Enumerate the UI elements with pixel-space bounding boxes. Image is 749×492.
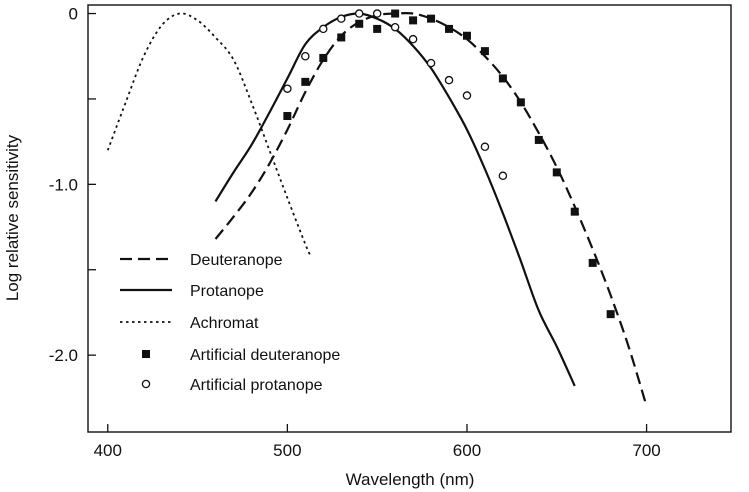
point-artificial-protanope [498,171,508,181]
legend: Deuteranope Protanope Achromat Artificia… [120,252,340,394]
point-artificial-protanope [408,34,418,44]
x-tick-label: 400 [94,441,122,460]
series-line-protanope [214,12,576,387]
legend-item-artificial-protanope: Artificial protanope [141,377,323,394]
point-artificial-deuteranope [301,77,310,86]
x-ticks: 400 500 600 700 [94,424,661,460]
x-tick-label: 600 [453,441,481,460]
point-artificial-deuteranope [516,98,525,107]
x-tick-label: 500 [273,441,301,460]
legend-swatch-filled-square [142,350,150,358]
point-artificial-deuteranope [498,74,507,83]
legend-label-achromat: Achromat [190,315,259,332]
point-artificial-deuteranope [427,14,436,23]
point-artificial-deuteranope [462,31,471,40]
point-artificial-deuteranope [409,16,418,25]
legend-item-protanope: Protanope [120,283,264,300]
point-artificial-deuteranope [534,135,543,144]
legend-label-protanope: Protanope [190,283,264,300]
legend-item-artificial-deuteranope: Artificial deuteranope [142,347,340,364]
point-artificial-protanope [354,9,364,18]
point-artificial-protanope [480,142,490,152]
y-tick-label: -1.0 [49,175,78,194]
legend-label-artificial-protanope: Artificial protanope [190,377,323,394]
point-artificial-deuteranope [283,112,292,121]
plot-area: 400 500 600 700 0 -1.0 -2.0 [49,4,732,460]
y-tick-label: -2.0 [49,346,78,365]
point-artificial-deuteranope [337,33,346,42]
point-artificial-protanope [462,91,472,100]
point-artificial-deuteranope [373,24,382,33]
point-artificial-deuteranope [355,19,364,28]
series-line-deuteranope [214,11,648,407]
point-artificial-deuteranope [552,168,561,177]
y-axis-title: Log relative sensitivity [3,134,22,301]
point-artificial-deuteranope [445,24,454,33]
point-artificial-protanope [390,22,400,32]
point-artificial-deuteranope [606,310,615,319]
x-tick-label: 700 [632,441,660,460]
series-layer [106,9,648,407]
legend-item-achromat: Achromat [120,315,259,332]
point-artificial-protanope [444,75,454,85]
legend-swatch-open-circle [141,379,151,389]
point-artificial-deuteranope [570,207,579,216]
x-axis-title: Wavelength (nm) [346,470,475,489]
series-line-achromat [106,12,312,257]
point-artificial-protanope [336,14,346,23]
legend-label-artificial-deuteranope: Artificial deuteranope [190,347,340,364]
point-artificial-protanope [319,24,328,34]
point-artificial-protanope [426,58,436,68]
point-artificial-protanope [301,51,310,61]
point-artificial-deuteranope [391,9,400,18]
point-artificial-protanope [372,9,382,18]
point-artificial-deuteranope [480,47,489,56]
point-artificial-protanope [283,84,292,93]
point-artificial-deuteranope [588,258,597,267]
legend-item-deuteranope: Deuteranope [120,252,283,269]
plot-frame [87,4,732,433]
y-ticks: 0 -1.0 -2.0 [49,5,96,365]
point-artificial-deuteranope [319,53,328,62]
legend-label-deuteranope: Deuteranope [190,252,283,269]
y-tick-label: 0 [69,5,78,24]
